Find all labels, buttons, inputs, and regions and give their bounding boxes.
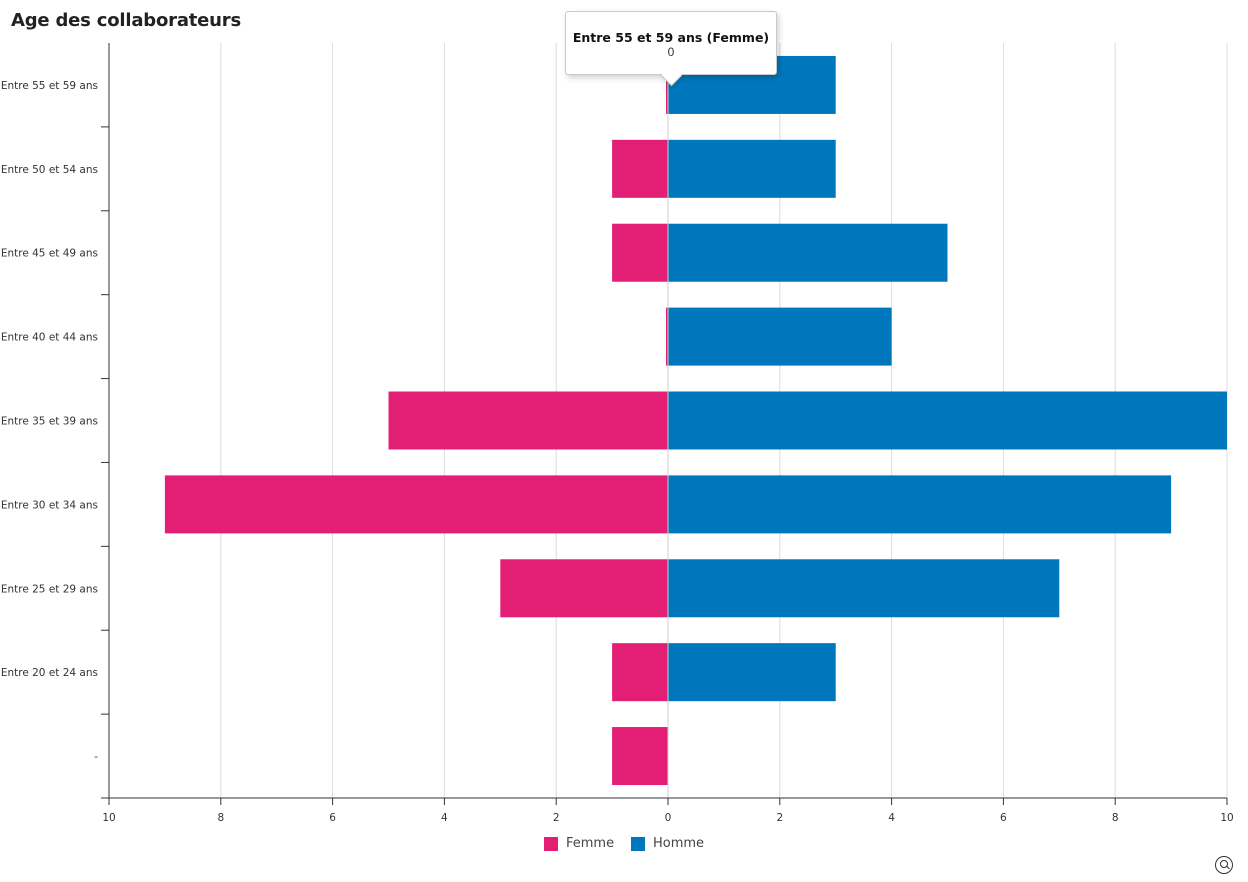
- tooltip-value: 0: [667, 45, 675, 59]
- bar-homme[interactable]: [668, 559, 1060, 618]
- bar-femme[interactable]: [612, 727, 668, 786]
- bar-femme[interactable]: [612, 643, 668, 702]
- bar-homme[interactable]: [668, 307, 892, 366]
- legend-swatch-femme: [544, 836, 558, 851]
- category-label: Entre 20 et 24 ans: [1, 667, 98, 679]
- bar-femme[interactable]: [666, 55, 668, 114]
- bar-femme[interactable]: [666, 307, 668, 366]
- category-label: Entre 35 et 39 ans: [1, 416, 98, 428]
- legend-swatch-homme: [631, 836, 645, 851]
- x-tick-label: 2: [776, 812, 783, 824]
- category-label: Entre 45 et 49 ans: [1, 248, 98, 260]
- x-tick-label: 4: [888, 812, 895, 824]
- legend-label-femme: Femme: [566, 836, 615, 851]
- category-label: Entre 55 et 59 ans: [1, 80, 98, 92]
- bar-femme[interactable]: [164, 475, 668, 534]
- bar-homme[interactable]: [668, 223, 948, 282]
- category-label: Entre 30 et 34 ans: [1, 499, 98, 511]
- bar-femme[interactable]: [612, 223, 668, 282]
- category-label: -: [94, 751, 98, 763]
- chart-tooltip: Entre 55 et 59 ans (Femme) 0: [565, 11, 777, 87]
- bar-femme[interactable]: [612, 139, 668, 198]
- x-tick-label: 8: [217, 812, 224, 824]
- legend-item-homme[interactable]: Homme: [631, 836, 704, 851]
- bar-homme[interactable]: [668, 139, 836, 198]
- bar-femme[interactable]: [388, 391, 669, 450]
- x-tick-label: 10: [102, 812, 115, 824]
- x-tick-label: 0: [665, 812, 672, 824]
- x-tick-label: 8: [1112, 812, 1119, 824]
- x-tick-label: 10: [1220, 812, 1233, 824]
- tooltip-title: Entre 55 et 59 ans (Femme): [572, 30, 770, 45]
- x-tick-label: 6: [1000, 812, 1007, 824]
- bar-homme[interactable]: [668, 391, 1227, 450]
- bar-homme[interactable]: [668, 475, 1172, 534]
- category-label: Entre 40 et 44 ans: [1, 332, 98, 344]
- x-tick-label: 2: [553, 812, 560, 824]
- category-label: Entre 50 et 54 ans: [1, 164, 98, 176]
- x-tick-label: 4: [441, 812, 448, 824]
- bar-femme[interactable]: [500, 559, 668, 618]
- legend-item-femme[interactable]: Femme: [544, 836, 614, 851]
- chart-title: Age des collaborateurs: [11, 10, 241, 31]
- bar-homme[interactable]: [668, 643, 836, 702]
- chart-legend: Femme Homme: [0, 836, 1248, 856]
- x-tick-label: 6: [329, 812, 336, 824]
- legend-label-homme: Homme: [653, 836, 705, 851]
- category-label: Entre 25 et 29 ans: [1, 583, 98, 595]
- zoom-magnifier-icon[interactable]: [1215, 856, 1233, 874]
